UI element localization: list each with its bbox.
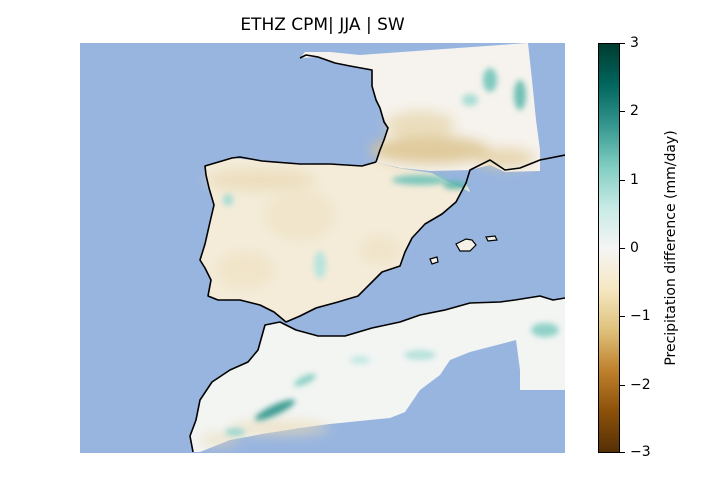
ibiza-island <box>429 256 439 265</box>
africa-coastline <box>189 295 565 453</box>
colorbar-tick-label: −1 <box>630 308 651 324</box>
north-africa-land <box>190 296 565 452</box>
colorbar <box>598 43 620 453</box>
colorbar-tick <box>620 111 625 112</box>
france-coastline <box>299 54 389 163</box>
map-title: ETHZ CPM| JJA | SW <box>240 15 405 35</box>
colorbar-tick <box>620 385 625 386</box>
drying-patches <box>200 111 535 446</box>
france-land <box>300 43 540 172</box>
mallorca-island <box>455 238 477 252</box>
colorbar-tick-label: 0 <box>630 240 639 256</box>
wetting-patches <box>223 68 559 436</box>
colorbar-tick <box>620 248 625 249</box>
colorbar-label: Precipitation difference (mm/day) <box>663 130 679 366</box>
colorbar-tick <box>620 180 625 181</box>
colorbar-tick <box>620 452 625 453</box>
coastlines <box>189 54 565 453</box>
iberia-coastline <box>199 154 565 323</box>
colorbar-tick-label: −3 <box>630 444 651 460</box>
colorbar-tick <box>620 316 625 317</box>
colorbar-tick-label: 1 <box>630 172 639 188</box>
colorbar-tick-label: −2 <box>630 377 651 393</box>
colorbar-tick-label: 3 <box>630 35 639 51</box>
colorbar-tick-label: 2 <box>630 103 639 119</box>
colorbar-tick <box>620 43 625 44</box>
menorca-island <box>485 235 498 242</box>
iberia-land <box>200 158 470 322</box>
precipitation-map <box>80 43 565 453</box>
